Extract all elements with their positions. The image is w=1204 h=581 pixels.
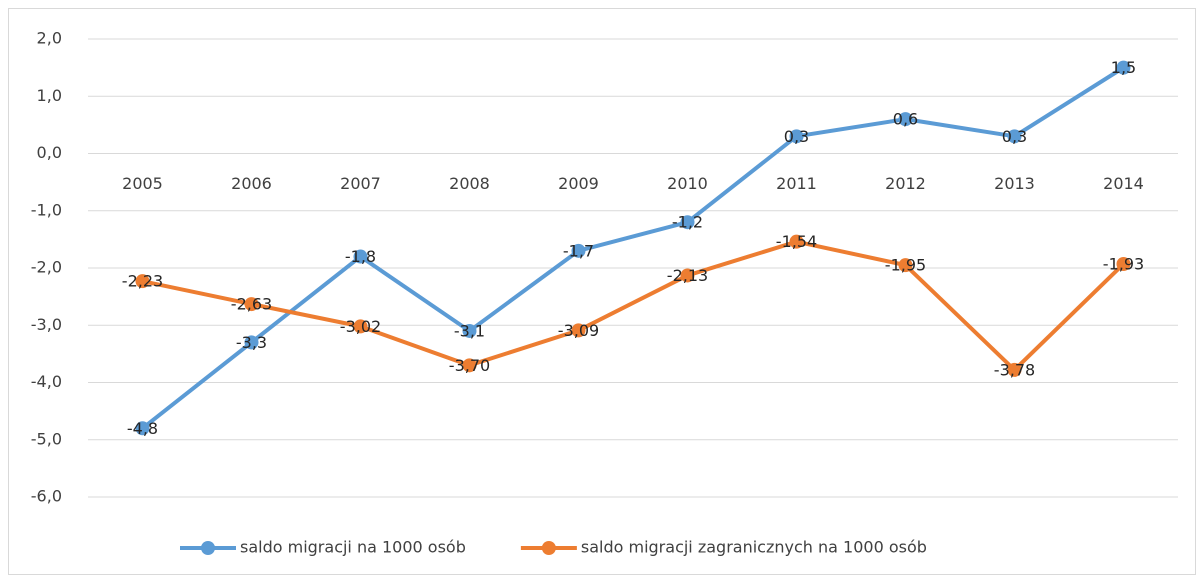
x-tick-label: 2012 (885, 174, 926, 193)
y-tick-label: -5,0 (31, 429, 62, 448)
x-tick-label: 2014 (1103, 174, 1144, 193)
data-label: -2,63 (231, 295, 272, 314)
point (135, 421, 150, 436)
data-label: -2,23 (122, 272, 163, 291)
legend-marker (541, 541, 556, 555)
data-label: -3,70 (449, 356, 490, 375)
y-tick-label: -3,0 (31, 315, 62, 334)
chart-frame (8, 8, 1196, 575)
data-label: -1,95 (885, 256, 926, 275)
point (462, 323, 477, 338)
point (789, 129, 804, 144)
y-tick-label: -2,0 (31, 258, 62, 277)
data-label: 0,3 (1002, 127, 1027, 146)
data-label: -3,02 (340, 317, 381, 336)
point (898, 112, 913, 127)
x-tick-label: 2007 (340, 174, 381, 193)
point (244, 335, 259, 350)
data-label: -1,8 (345, 247, 376, 266)
point (244, 297, 259, 312)
point (571, 243, 586, 258)
data-label: -1,2 (672, 213, 703, 232)
x-tick-label: 2008 (449, 174, 490, 193)
point (1116, 60, 1131, 75)
data-label: -1,7 (563, 241, 594, 260)
point (680, 215, 695, 230)
data-label: -2,13 (667, 266, 708, 285)
legend-marker (201, 541, 215, 555)
data-label: 1,5 (1111, 58, 1136, 77)
x-tick-label: 2010 (667, 174, 708, 193)
data-label: -3,78 (994, 360, 1035, 379)
point (1116, 256, 1131, 271)
legend-label: saldo migracji zagranicznych na 1000 osó… (581, 538, 927, 557)
point (789, 234, 804, 249)
x-tick-label: 2009 (558, 174, 599, 193)
x-tick-label: 2006 (231, 174, 272, 193)
data-label: -1,54 (776, 232, 817, 251)
y-tick-label: 0,0 (37, 143, 62, 162)
y-tick-label: -1,0 (31, 200, 62, 219)
x-tick-label: 2005 (122, 174, 163, 193)
y-tick-label: -4,0 (31, 372, 62, 391)
series-line (141, 65, 1125, 430)
data-label: 0,3 (784, 127, 809, 146)
y-tick-label: 1,0 (37, 86, 62, 105)
point (353, 249, 368, 264)
series-line (142, 239, 1125, 372)
point (1007, 129, 1022, 144)
data-label: -3,3 (236, 333, 267, 352)
y-tick-label: -6,0 (31, 487, 62, 506)
point (135, 274, 150, 289)
point (680, 268, 695, 283)
data-label: -3,09 (558, 321, 599, 340)
x-tick-label: 2011 (776, 174, 817, 193)
point (898, 258, 913, 273)
point (353, 319, 368, 334)
point (1007, 362, 1022, 377)
data-label: -1,93 (1103, 254, 1144, 273)
point (462, 358, 477, 373)
data-label: -4,8 (127, 419, 158, 438)
point (571, 323, 586, 338)
data-label: 0,6 (893, 110, 918, 129)
legend-label: saldo migracji na 1000 osób (240, 538, 466, 557)
y-tick-label: 2,0 (37, 29, 62, 48)
x-tick-label: 2013 (994, 174, 1035, 193)
data-label: -3,1 (454, 321, 485, 340)
